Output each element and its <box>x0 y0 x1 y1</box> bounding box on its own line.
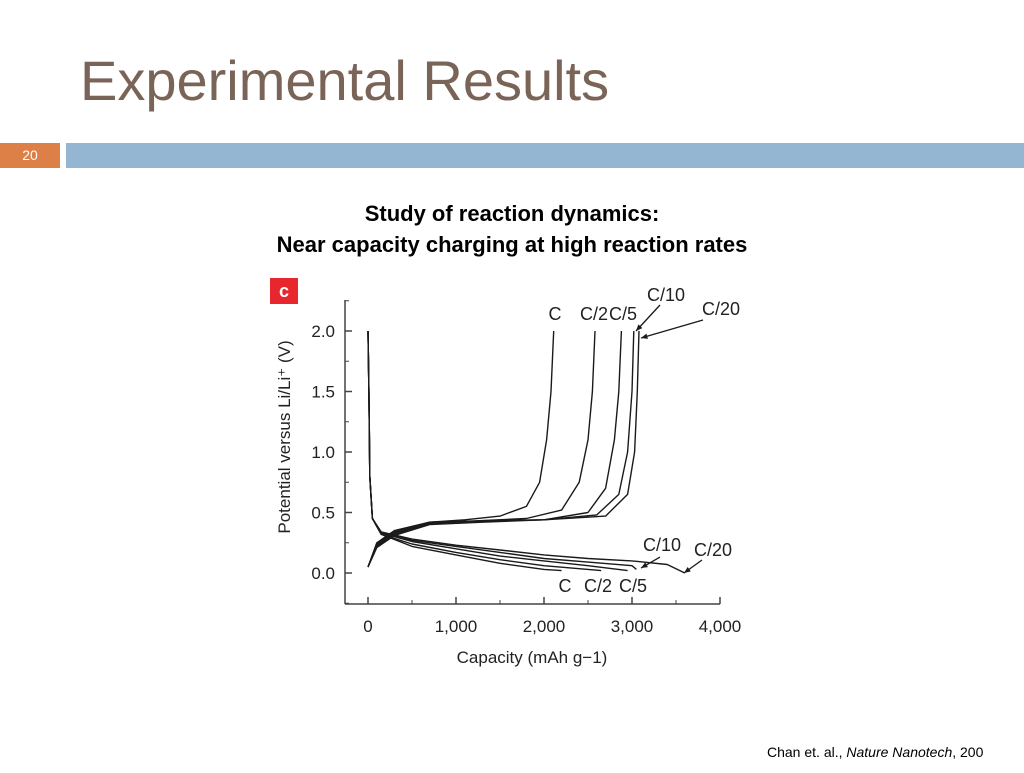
series-C-10-discharge-line <box>367 330 637 570</box>
citation-journal: Nature Nanotech <box>846 744 953 760</box>
panel-badge <box>270 278 298 304</box>
charge-label-C-10: C/10 <box>647 285 685 305</box>
citation-authors: Chan et. al., <box>767 744 847 760</box>
x-tick-label: 1,000 <box>435 617 478 636</box>
discharge-c10-arrow-head <box>641 562 648 568</box>
charge-label-C-20: C/20 <box>702 299 740 319</box>
series-C-20-discharge-line <box>367 330 686 574</box>
x-tick-label: 2,000 <box>523 617 566 636</box>
series-C-5-discharge-line <box>367 330 628 572</box>
charge-label-C-2: C/2 <box>580 304 608 324</box>
y-tick-label: 1.5 <box>311 383 335 402</box>
discharge-label-C: C <box>559 576 572 596</box>
discharge-label-C-10: C/10 <box>643 535 681 555</box>
series-C-20-charge-line <box>367 330 640 568</box>
y-tick-label: 0.0 <box>311 564 335 583</box>
header-rule-bar <box>66 143 1024 168</box>
discharge-label-C-20: C/20 <box>694 540 732 560</box>
x-axis-label: Capacity (mAh g−1) <box>457 648 608 667</box>
charge-label-C-5: C/5 <box>609 304 637 324</box>
y-tick-label: 1.0 <box>311 443 335 462</box>
x-tick-label: 4,000 <box>699 617 742 636</box>
slide-subtitle: Study of reaction dynamics: Near capacit… <box>0 198 1024 260</box>
subtitle-line-1: Study of reaction dynamics: <box>364 201 660 226</box>
y-tick-label: 2.0 <box>311 322 335 341</box>
y-axis-label: Potential versus Li/Li⁺ (V) <box>275 340 294 533</box>
citation-year: , 200 <box>952 744 984 760</box>
subtitle-line-2: Near capacity charging at high reaction … <box>276 232 748 257</box>
charge-c20-arrow <box>640 319 704 339</box>
charge-c20-arrow-head <box>641 333 648 339</box>
x-tick-label: 0 <box>363 617 372 636</box>
discharge-c20-arrow-head <box>684 567 691 573</box>
series-C-2-discharge-line <box>367 330 602 572</box>
discharge-label-C-2: C/2 <box>584 576 612 596</box>
panel-label: c <box>279 281 289 301</box>
discharge-label-C-5: C/5 <box>619 576 647 596</box>
slide-number: 20 <box>0 143 60 168</box>
charge-c10-arrow-head <box>636 324 643 331</box>
x-tick-label: 3,000 <box>611 617 654 636</box>
citation: Chan et. al., Nature Nanotech, 200 <box>767 744 983 760</box>
charge-label-C: C <box>549 304 562 324</box>
y-tick-label: 0.5 <box>311 504 335 523</box>
slide-title: Experimental Results <box>80 49 610 112</box>
